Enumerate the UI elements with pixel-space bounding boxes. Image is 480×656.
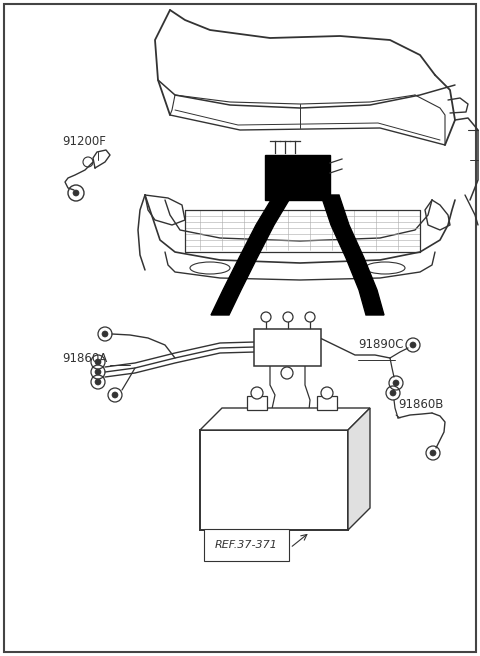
Polygon shape xyxy=(321,195,384,315)
Circle shape xyxy=(95,359,101,365)
Circle shape xyxy=(95,369,101,375)
Circle shape xyxy=(102,331,108,337)
Circle shape xyxy=(321,387,333,399)
Circle shape xyxy=(261,312,271,322)
Text: 91890C: 91890C xyxy=(358,338,404,351)
Polygon shape xyxy=(211,200,289,315)
Circle shape xyxy=(281,367,293,379)
Circle shape xyxy=(73,190,79,196)
Text: REF.37-371: REF.37-371 xyxy=(215,540,278,550)
Circle shape xyxy=(410,342,416,348)
Circle shape xyxy=(283,312,293,322)
FancyBboxPatch shape xyxy=(200,430,348,530)
FancyBboxPatch shape xyxy=(317,396,337,410)
Circle shape xyxy=(305,312,315,322)
Circle shape xyxy=(112,392,118,398)
Circle shape xyxy=(430,450,436,456)
Circle shape xyxy=(251,387,263,399)
Polygon shape xyxy=(200,408,370,430)
Circle shape xyxy=(95,379,101,385)
Text: 91200F: 91200F xyxy=(62,135,106,148)
Text: 91860B: 91860B xyxy=(398,398,444,411)
Circle shape xyxy=(393,380,399,386)
FancyBboxPatch shape xyxy=(265,155,330,200)
Text: 91860A: 91860A xyxy=(62,352,107,365)
FancyBboxPatch shape xyxy=(254,329,321,366)
Circle shape xyxy=(390,390,396,396)
Polygon shape xyxy=(348,408,370,530)
FancyBboxPatch shape xyxy=(247,396,267,410)
